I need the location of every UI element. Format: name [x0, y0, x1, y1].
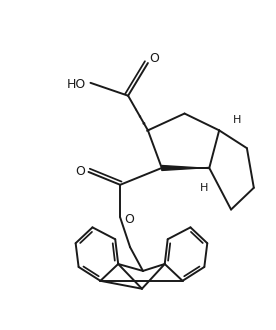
- Text: O: O: [124, 213, 134, 226]
- Text: O: O: [76, 165, 86, 179]
- Polygon shape: [162, 165, 209, 170]
- Text: O: O: [149, 51, 159, 65]
- Text: H: H: [233, 115, 241, 125]
- Text: H: H: [200, 183, 208, 193]
- Text: HO: HO: [67, 78, 86, 91]
